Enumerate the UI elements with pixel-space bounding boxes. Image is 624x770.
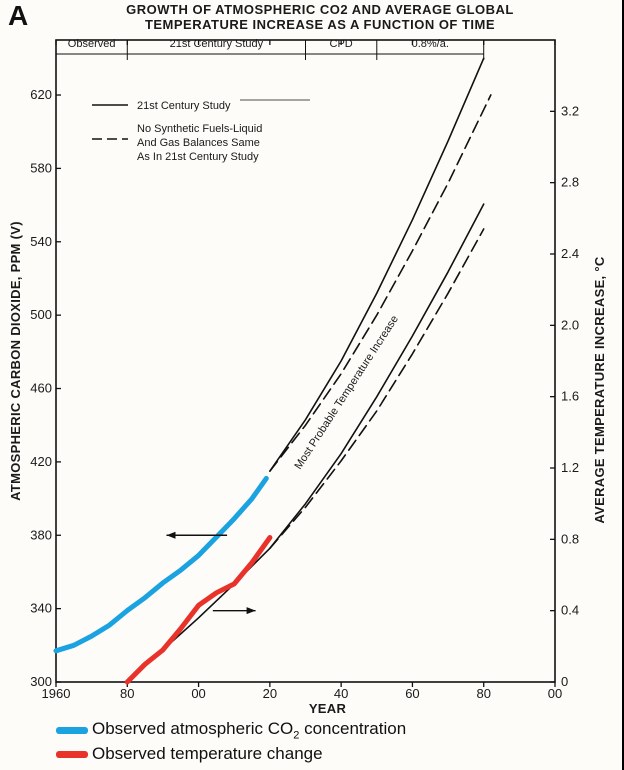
legend-entry-label: 21st Century Study — [137, 100, 231, 112]
x-tick-label: 80 — [120, 686, 134, 701]
chart-title-line-1: GROWTH OF ATMOSPHERIC CO2 AND AVERAGE GL… — [126, 2, 514, 17]
x-tick-label: 60 — [405, 686, 419, 701]
panel-letter: A — [8, 0, 29, 31]
series-line — [126, 203, 485, 683]
series-line — [269, 228, 485, 550]
legend-entry-label: No Synthetic Fuels-Liquid — [137, 123, 262, 135]
y-left-tick-label: 580 — [30, 160, 52, 175]
y-left-axis-label: ATMOSPHERIC CARBON DIOXIDE, PPM (V) — [8, 221, 23, 501]
series-line — [53, 475, 269, 654]
series-line — [269, 57, 485, 472]
x-axis-label: YEAR — [309, 701, 347, 716]
plot-frame — [55, 39, 556, 683]
x-tick-label: 1960 — [42, 686, 71, 701]
x-tick-label: 00 — [191, 686, 205, 701]
y-left-tick-label: 540 — [30, 234, 52, 249]
y-right-tick-label: 0.8 — [561, 531, 579, 546]
y-left-tick-label: 420 — [30, 454, 52, 469]
y-right-tick-label: 2.0 — [561, 317, 579, 332]
y-right-tick-label: 2.4 — [561, 246, 579, 261]
legend-entry-label: And Gas Balances Same — [137, 137, 260, 149]
y-left-tick-label: 620 — [30, 87, 52, 102]
period-label: 0.8%/a. — [412, 38, 449, 50]
legend-item-temp: Observed temperature change — [56, 742, 406, 766]
series-line — [269, 94, 492, 472]
period-label: CPD — [330, 38, 353, 50]
legend-swatch-temp — [56, 750, 88, 758]
series-line — [124, 535, 273, 685]
x-tick-label: 40 — [334, 686, 348, 701]
x-tick-label: 80 — [476, 686, 490, 701]
y-right-tick-label: 0 — [561, 674, 568, 689]
arrow-head — [166, 531, 176, 539]
y-left-tick-label: 380 — [30, 527, 52, 542]
y-right-tick-label: 1.2 — [561, 460, 579, 475]
legend-item-co2: Observed atmospheric CO2 concentration — [56, 718, 406, 742]
chart-title-line-2: TEMPERATURE INCREASE AS A FUNCTION OF TI… — [144, 17, 496, 32]
temperature-annotation: Most Probable Temperature Increase — [292, 313, 401, 471]
y-right-tick-label: 3.2 — [561, 103, 579, 118]
legend-label-co2: Observed atmospheric CO2 concentration — [92, 718, 407, 742]
y-left-tick-label: 340 — [30, 601, 52, 616]
x-tick-label: 20 — [263, 686, 277, 701]
y-right-tick-label: 2.8 — [561, 175, 579, 190]
period-label: 21st Century Study — [170, 38, 264, 50]
legend-entry-label: As In 21st Century Study — [137, 151, 259, 163]
legend-swatch-co2 — [56, 726, 88, 734]
observed-legend: Observed atmospheric CO2 concentration O… — [56, 718, 406, 766]
y-left-tick-label: 500 — [30, 307, 52, 322]
x-tick-label: 00 — [548, 686, 562, 701]
y-left-tick-label: 300 — [30, 674, 52, 689]
period-label: Observed — [68, 38, 116, 50]
legend-label-temp: Observed temperature change — [92, 744, 323, 763]
y-left-tick-label: 460 — [30, 381, 52, 396]
y-right-tick-label: 0.4 — [561, 603, 579, 618]
y-right-axis-label: AVERAGE TEMPERATURE INCREASE, °C — [592, 256, 607, 523]
arrow-head — [246, 607, 256, 615]
y-right-tick-label: 1.6 — [561, 389, 579, 404]
